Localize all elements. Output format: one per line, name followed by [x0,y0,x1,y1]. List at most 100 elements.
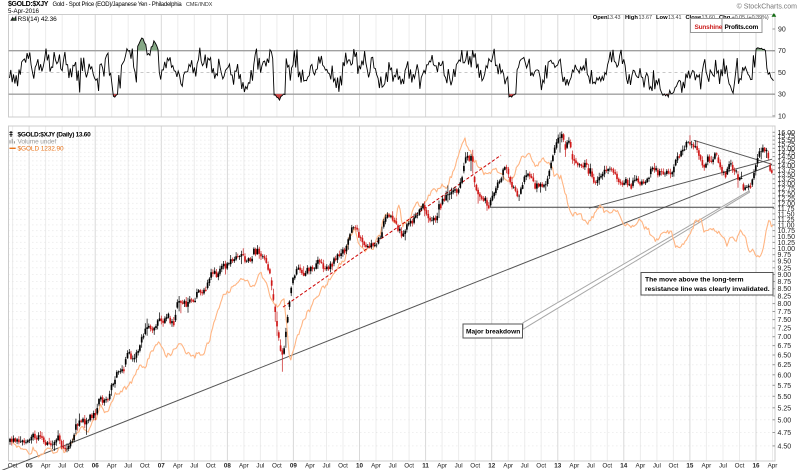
svg-text:Apr: Apr [239,463,249,470]
svg-text:14.00: 14.00 [778,163,796,170]
svg-text:Jul: Jul [256,463,264,470]
svg-text:Low: Low [656,15,668,21]
svg-text:Jul: Jul [190,463,198,470]
svg-text:5.25: 5.25 [778,405,792,412]
svg-text:8.00: 8.00 [778,301,792,308]
svg-text:15.50: 15.50 [778,138,796,145]
svg-text:$GOLD:$XJY: $GOLD:$XJY [8,1,49,8]
svg-text:resistance line was clearly in: resistance line was clearly invalidated. [645,286,770,293]
svg-text:90: 90 [778,27,786,34]
svg-text:4.75: 4.75 [778,430,792,437]
svg-text:8.50: 8.50 [778,286,792,293]
svg-text:12.25: 12.25 [778,196,796,203]
svg-text:Apr: Apr [305,463,315,470]
svg-text:Apr: Apr [371,463,381,470]
svg-text:8.25: 8.25 [778,294,792,301]
svg-text:12.50: 12.50 [778,191,796,198]
svg-text:Apr: Apr [107,463,117,470]
svg-text:9.50: 9.50 [778,259,792,266]
svg-text:08: 08 [224,463,232,470]
svg-text:Apr: Apr [701,463,711,470]
svg-text:15.25: 15.25 [778,142,796,149]
svg-text:16.00: 16.00 [778,130,796,137]
svg-text:10.75: 10.75 [778,228,796,235]
svg-text:05: 05 [26,463,34,470]
svg-text:$GOLD:$XJY (Daily) 13.60: $GOLD:$XJY (Daily) 13.60 [18,132,92,139]
svg-text:13: 13 [554,463,562,470]
svg-text:6.75: 6.75 [778,343,792,350]
svg-text:50: 50 [778,70,786,77]
svg-text:Oct: Oct [404,463,414,470]
svg-text:Jul: Jul [719,463,727,470]
svg-text:13.60: 13.60 [702,15,716,21]
svg-text:Oct: Oct [140,463,150,470]
svg-text:10: 10 [356,463,364,470]
svg-text:9.75: 9.75 [778,252,792,259]
svg-text:6.25: 6.25 [778,362,792,369]
svg-text:Close: Close [686,15,703,21]
svg-text:13.43: 13.43 [607,15,621,21]
svg-text:13.25: 13.25 [778,176,796,183]
svg-text:8.75: 8.75 [778,279,792,286]
svg-text:Jul: Jul [653,463,661,470]
svg-text:Chg: Chg [719,15,731,21]
svg-text:11.50: 11.50 [778,211,795,218]
svg-text:11: 11 [422,463,429,470]
svg-text:Apr: Apr [635,463,645,470]
svg-text:5-Apr-2016: 5-Apr-2016 [8,8,40,15]
svg-text:4.50: 4.50 [778,443,792,450]
svg-text:Oct: Oct [206,463,216,470]
svg-text:11.00: 11.00 [778,222,795,229]
svg-text:11.25: 11.25 [778,217,795,224]
svg-text:Oct: Oct [338,463,348,470]
svg-text:+0.05 (+0.39%): +0.05 (+0.39%) [732,15,769,21]
svg-text:13.50: 13.50 [778,172,796,179]
svg-text:High: High [625,15,638,21]
svg-text:5.00: 5.00 [778,417,792,424]
svg-text:7.75: 7.75 [778,309,792,316]
svg-text:10.50: 10.50 [778,234,796,241]
svg-text:10.00: 10.00 [778,246,796,253]
svg-text:Apr: Apr [173,463,183,470]
svg-text:Jul: Jul [58,463,66,470]
svg-text:10.25: 10.25 [778,240,796,247]
svg-text:14.75: 14.75 [778,150,796,157]
svg-text:6.00: 6.00 [778,372,792,379]
svg-text:Oct: Oct [74,463,84,470]
svg-text:14.50: 14.50 [778,154,796,161]
svg-text:Oct: Oct [602,463,612,470]
svg-text:$GOLD 1232.90: $GOLD 1232.90 [18,146,65,153]
svg-text:13.67: 13.67 [639,15,653,21]
svg-text:Apr: Apr [437,463,447,470]
svg-text:7.00: 7.00 [778,334,792,341]
svg-text:13.00: 13.00 [778,181,796,188]
svg-text:Apr: Apr [569,463,579,470]
svg-text:Jul: Jul [124,463,132,470]
svg-text:Major breakdown: Major breakdown [466,329,520,336]
svg-text:Oct: Oct [735,463,745,470]
svg-text:Jul: Jul [587,463,595,470]
svg-text:Gold - Spot Price (EOD)/Japane: Gold - Spot Price (EOD)/Japanese Yen - P… [53,2,183,8]
svg-text:70: 70 [778,48,786,55]
svg-text:12.75: 12.75 [778,186,796,193]
svg-text:Volume undef: Volume undef [18,139,57,146]
svg-text:09: 09 [290,463,298,470]
svg-text:Profits.com: Profits.com [725,24,759,31]
svg-text:© StockCharts.com: © StockCharts.com [737,3,798,11]
svg-text:The move above the long-term: The move above the long-term [645,277,744,284]
svg-text:15: 15 [686,463,694,470]
svg-text:Oct: Oct [470,463,480,470]
svg-text:10: 10 [778,113,786,120]
svg-text:Apr: Apr [768,463,778,470]
svg-text:06: 06 [92,463,100,470]
svg-text:CME/INDX: CME/INDX [186,2,213,8]
svg-text:Apr: Apr [41,463,51,470]
svg-text:9.00: 9.00 [778,272,792,279]
svg-text:7.50: 7.50 [778,317,792,324]
svg-text:13.75: 13.75 [778,167,796,174]
svg-text:Oct: Oct [272,463,282,470]
svg-text:5.50: 5.50 [778,394,792,401]
svg-text:Jul: Jul [521,463,529,470]
svg-text:Sunshine: Sunshine [695,24,723,31]
svg-text:Jul: Jul [455,463,463,470]
